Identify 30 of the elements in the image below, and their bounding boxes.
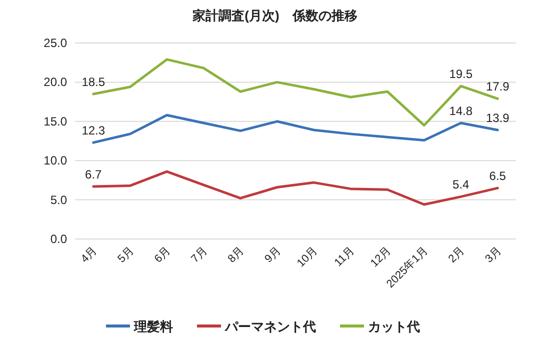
- data-label: 6.5: [489, 169, 506, 184]
- y-tick-label: 20.0: [44, 75, 68, 90]
- data-label: 17.9: [486, 80, 510, 94]
- x-tick-label: 12月: [368, 244, 394, 270]
- chart-title: 家計調査(月次) 係数の推移: [192, 8, 358, 23]
- x-tick-label: 9月: [262, 244, 284, 266]
- x-tick-label: 5月: [116, 244, 136, 266]
- data-label: 6.7: [85, 167, 102, 182]
- data-label: 12.3: [82, 124, 106, 138]
- data-label: 5.4: [452, 178, 470, 192]
- y-tick-label: 10.0: [44, 154, 68, 168]
- y-tick-label: 5.0: [50, 192, 68, 207]
- y-tick-label: 0.0: [50, 232, 68, 246]
- x-tick-label: 3月: [483, 244, 504, 266]
- x-tick-label: 8月: [226, 244, 246, 266]
- x-tick-label: 2月: [446, 244, 467, 266]
- x-tick-label: 10月: [295, 244, 320, 270]
- data-label: 18.5: [82, 74, 106, 89]
- x-tick-label: 6月: [152, 244, 173, 266]
- x-tick-label: 11月: [332, 244, 357, 269]
- y-tick-label: 25.0: [44, 36, 68, 50]
- legend-label: 理髪料: [133, 319, 173, 334]
- y-tick-label: 15.0: [44, 114, 68, 128]
- x-tick-label: 4月: [78, 244, 100, 266]
- data-label: 14.8: [449, 104, 473, 118]
- data-label: 13.9: [486, 111, 510, 126]
- legend-label: パーマネント代: [224, 319, 316, 334]
- legend-label: カット代: [368, 319, 420, 334]
- data-label: 19.5: [449, 67, 473, 82]
- x-tick-label: 7月: [189, 244, 210, 266]
